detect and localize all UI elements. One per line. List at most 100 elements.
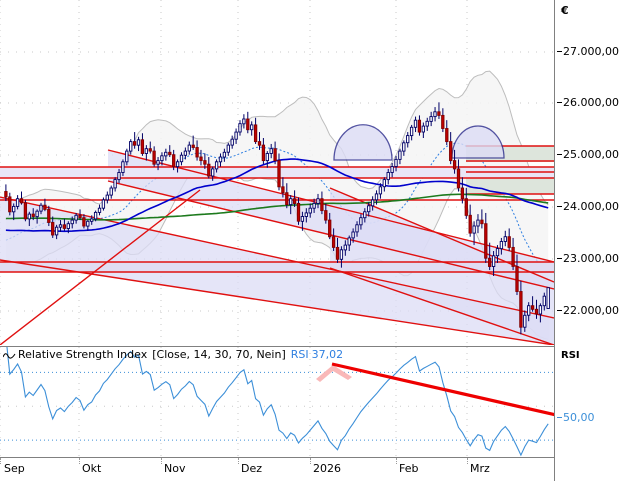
candle-body — [289, 198, 293, 206]
candle-body — [304, 212, 308, 217]
rsi-value-label: RSI — [290, 348, 309, 361]
candle-body — [140, 139, 145, 154]
price-tick-label: 24.000,00 — [557, 200, 619, 213]
candle-body — [253, 124, 258, 143]
candle-body — [129, 141, 133, 152]
candle-body — [179, 154, 184, 163]
candle-body — [31, 213, 35, 217]
candle-body — [484, 223, 488, 259]
candle-body — [195, 147, 199, 158]
candle-body — [62, 224, 67, 229]
rsi-legend-row[interactable]: Relative Strength Index [Close, 14, 30, … — [0, 347, 554, 363]
value-axis[interactable]: € RSI 27.000,00 26.000,00 25.000,00 24.000,… — [554, 0, 640, 480]
candle-body — [331, 236, 336, 248]
candle-body — [476, 219, 480, 227]
candle-body — [246, 118, 250, 131]
candle-body — [175, 161, 180, 168]
candlestick-series — [4, 102, 550, 335]
candle-body — [394, 158, 398, 167]
candle-body — [538, 305, 543, 315]
ma200-line — [5, 193, 549, 221]
time-axis-label: 2026 — [313, 462, 341, 475]
bollinger-upper-band — [5, 70, 549, 221]
candle-body — [339, 249, 344, 260]
candle-body — [168, 151, 172, 156]
candle-body — [54, 226, 59, 236]
candle-body — [452, 160, 457, 170]
candle-body — [97, 207, 102, 213]
candle-body — [456, 168, 461, 189]
candle-body — [90, 218, 94, 222]
candle-body — [308, 207, 312, 214]
time-axis-label: Nov — [164, 462, 186, 475]
candle-body — [43, 204, 47, 210]
rsi-chart-panel[interactable]: Relative Strength Index [Close, 14, 30, … — [0, 346, 555, 457]
candle-body — [285, 192, 289, 206]
candle-body — [292, 198, 297, 204]
candle-body — [82, 217, 86, 227]
candle-body — [172, 154, 176, 168]
candle-body — [409, 126, 414, 137]
candle-body — [546, 287, 550, 309]
price-tick-label: 26.000,00 — [557, 96, 619, 109]
candle-body — [382, 179, 386, 188]
wave-icon — [3, 350, 16, 361]
candle-body — [51, 222, 55, 236]
candle-body — [265, 153, 269, 162]
time-axis-label: Dez — [241, 462, 263, 475]
candle-body — [23, 202, 28, 220]
candle-body — [542, 295, 546, 307]
time-axis: Sep Okt Nov Dez 2026 Feb Mrz — [0, 457, 555, 481]
candle-body — [503, 236, 507, 242]
time-tick — [467, 458, 468, 464]
candle-body — [417, 119, 422, 133]
resistance-band-fill — [0, 167, 554, 178]
candle-body — [105, 194, 109, 201]
time-tick — [0, 458, 1, 464]
candle-body — [148, 148, 152, 152]
candle-body — [238, 123, 242, 133]
trendline-down-3 — [107, 149, 554, 263]
candle-body — [320, 198, 324, 212]
candle-body — [390, 166, 394, 173]
candle-body — [164, 151, 168, 157]
candle-body — [152, 150, 156, 165]
candle-body — [203, 160, 207, 165]
time-axis-label: Sep — [4, 462, 25, 475]
candle-body — [12, 205, 16, 213]
candle-body — [70, 219, 74, 225]
trendline-up-1 — [0, 189, 201, 345]
candle-body — [273, 148, 277, 162]
candle-body — [406, 135, 410, 144]
pattern-arc-right — [451, 125, 505, 159]
time-axis-label: Okt — [82, 462, 102, 475]
candle-body — [515, 266, 519, 292]
candle-body — [8, 196, 12, 213]
candle-body — [421, 125, 425, 133]
candle-body — [257, 141, 262, 146]
price-chart-panel[interactable] — [0, 0, 555, 345]
rsi-tick-label: 50,00 — [557, 411, 595, 424]
candle-body — [386, 172, 390, 181]
rsi-legend: Relative Strength Index [Close, 14, 30, … — [0, 347, 554, 363]
candle-body — [269, 148, 273, 154]
rsi-divergence-fill — [316, 365, 352, 382]
candle-body — [58, 224, 63, 228]
price-tick-label: 22.000,00 — [557, 304, 619, 317]
candle-body — [507, 236, 511, 248]
time-axis-label: Feb — [399, 462, 419, 475]
candle-body — [413, 119, 418, 128]
candle-body — [144, 148, 148, 154]
candle-body — [347, 237, 351, 246]
candle-body — [398, 150, 402, 160]
candle-body — [222, 151, 227, 158]
candle-body — [39, 204, 43, 212]
candle-body — [378, 186, 383, 195]
candle-body — [226, 144, 230, 153]
rsi-trendline — [331, 362, 554, 417]
candle-body — [199, 156, 203, 162]
candle-body — [125, 150, 129, 163]
rsi-name: Relative Strength Index — [18, 348, 148, 361]
candle-body — [109, 187, 113, 196]
